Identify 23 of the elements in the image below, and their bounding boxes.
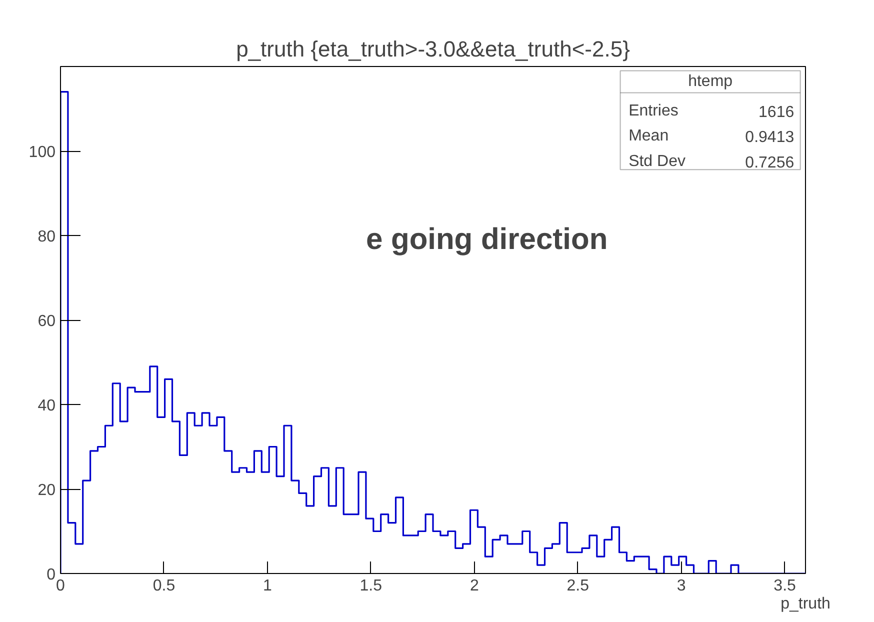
x-tick-label: 1.5: [360, 578, 382, 594]
annotation: Mean: [628, 128, 669, 145]
annotation: htemp: [688, 73, 733, 90]
x-axis-title: p_truth: [780, 596, 830, 612]
y-tick-label: 60: [38, 313, 56, 330]
x-tick-label: 1: [262, 578, 272, 594]
x-tick-label: 3: [676, 578, 686, 594]
x-tick-label: 3.5: [774, 578, 796, 594]
annotation: Entries: [628, 102, 678, 120]
x-tick-label: 2.5: [566, 578, 590, 594]
annotation: 0.9413: [745, 129, 794, 146]
annotation: 1616: [758, 104, 794, 121]
x-tick-label: 2: [470, 578, 479, 594]
y-tick-label: 20: [38, 482, 56, 499]
annotation: e going direction: [366, 223, 608, 256]
y-tick-label: 100: [28, 144, 56, 161]
y-tick-label: 40: [38, 398, 56, 414]
annotation: Std Dev: [628, 153, 686, 170]
x-tick-label: 0.5: [152, 578, 176, 594]
y-tick-label: 80: [38, 228, 56, 246]
chart-title: p_truth {eta_truth>-3.0&&eta_truth<-2.5}: [236, 36, 630, 62]
annotation: 0.7256: [745, 154, 794, 172]
y-tick-label: 0: [46, 566, 56, 584]
